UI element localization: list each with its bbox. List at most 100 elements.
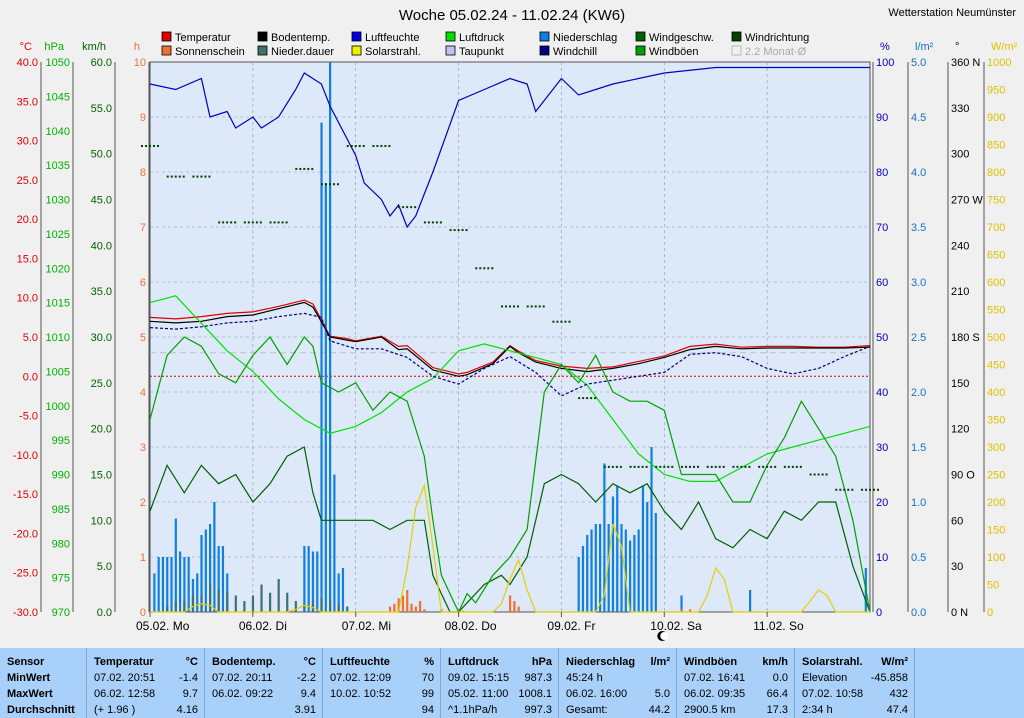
bar-niederdauer [174, 601, 177, 612]
cell-label: 2:34 h [802, 704, 833, 716]
axis-tick-label: 15.0 [17, 253, 38, 265]
series-solarstrahl [150, 483, 870, 613]
axis-tick-label: 995 [52, 435, 70, 447]
cell-label: 07.02. 20:11 [212, 672, 273, 684]
axis-tick-label: 8 [140, 167, 146, 179]
row-labels-column: Sensor MinWert MaxWert Durchschnitt [0, 648, 87, 718]
axis-tick-label: 180 S [951, 332, 980, 344]
axis-tick-label: 25.0 [17, 175, 38, 187]
axis-tick-label: 60.0 [91, 57, 112, 69]
point-windrichtung [333, 183, 335, 186]
axis-tick-label: 3.0 [911, 277, 926, 289]
bar-niederschlag [170, 557, 173, 612]
point-windrichtung [337, 183, 339, 186]
cell-label: 09.02. 15:15 [448, 672, 510, 684]
point-windrichtung [758, 465, 761, 468]
axis-tick-label: 750 [987, 195, 1005, 207]
point-windrichtung [406, 206, 409, 209]
point-windrichtung [149, 145, 151, 148]
cell-label: 2900.5 km [684, 704, 736, 716]
point-windrichtung [718, 465, 721, 468]
point-windrichtung [813, 473, 816, 476]
axis-tick-label: -30.0 [13, 607, 38, 619]
axis-tick-label: 985 [52, 504, 70, 516]
bar-sonnenschein [423, 609, 426, 612]
point-windrichtung [259, 221, 262, 224]
bar-niederschlag [311, 551, 315, 612]
bar-niederdauer [277, 579, 280, 612]
moon-phase-icon-highlight [660, 632, 669, 640]
point-windrichtung [603, 465, 606, 468]
bar-niederdauer [346, 606, 349, 612]
axis-tick-label: 250 [987, 470, 1005, 482]
point-windrichtung [740, 465, 743, 468]
cell-label: 05.02. 11:00 [448, 688, 509, 700]
point-windrichtung [423, 221, 426, 224]
axis-tick-label: 350 [987, 415, 1005, 427]
bar-niederschlag [166, 557, 169, 612]
axis-tick-label: 0.0 [23, 371, 38, 383]
point-windrichtung [607, 465, 610, 468]
point-windrichtung [783, 465, 786, 468]
axis-tick-label: 60 [876, 277, 888, 289]
point-windrichtung [277, 221, 280, 224]
column-unit: l/m² [650, 656, 670, 668]
axis-tick-label: 0 [987, 607, 993, 619]
axis-tick-label: 1010 [46, 332, 70, 344]
bar-niederschlag [586, 535, 589, 612]
point-windrichtung [226, 221, 229, 224]
point-windrichtung [517, 305, 519, 308]
cell-value: 5.0 [654, 688, 670, 700]
axis-tick-label: 4.5 [911, 112, 926, 124]
axis-tick-label: 40.0 [17, 57, 38, 69]
point-windrichtung [671, 465, 674, 468]
axis-tick-label: 800 [987, 167, 1005, 179]
cell-value: 1008.1 [518, 688, 552, 700]
cell-value: 17.3 [766, 704, 788, 716]
row-label-max: MaxWert [7, 688, 53, 700]
point-windrichtung [542, 305, 545, 308]
axis-unit-label: l/m² [915, 41, 934, 53]
point-windrichtung [251, 221, 254, 224]
cell-label: ^1.1hPa/h [448, 704, 498, 716]
point-windrichtung [710, 465, 713, 468]
point-windrichtung [556, 320, 559, 323]
bar-niederdauer [329, 601, 332, 612]
bar-niederschlag [174, 518, 177, 612]
point-windrichtung [817, 473, 820, 476]
series-windgeschw [149, 446, 871, 613]
point-windrichtung [491, 267, 494, 270]
axis-tick-label: 1045 [46, 91, 70, 103]
legend-swatch [351, 45, 362, 56]
bar-niederschlag [590, 529, 593, 612]
bar-niederschlag [187, 557, 190, 612]
cell-value: 99 [421, 688, 434, 700]
axis-tick-label: 10 [134, 57, 146, 69]
point-windrichtung [795, 465, 798, 468]
x-axis-labels: 05.02. Mo 06.02. Di 07.02. Mi 08.02. Do 09.0… [136, 612, 804, 641]
legend-label: Bodentemp. [271, 32, 330, 44]
point-windrichtung [255, 221, 258, 224]
bars [153, 62, 867, 612]
axis-tick-label: 30.0 [91, 332, 112, 344]
bar-sonnenschein [389, 606, 392, 612]
axis-tick-label: 15.0 [91, 470, 112, 482]
axis-tick-label: 1035 [46, 160, 70, 172]
axis-tick-label: 1005 [46, 366, 70, 378]
point-windrichtung [509, 305, 511, 308]
x-tick-label: 08.02. Do [445, 619, 497, 633]
point-windrichtung [182, 175, 185, 178]
bar-niederschlag [650, 447, 653, 612]
x-tick-label: 11.02. So [753, 619, 804, 633]
axis-tick-label: 0.0 [911, 607, 926, 619]
point-windrichtung [435, 221, 438, 224]
bar-niederschlag [646, 502, 649, 612]
bar-niederdauer [303, 603, 306, 612]
legend-swatch [161, 45, 172, 56]
axis-tick-label: 975 [52, 573, 70, 585]
point-windrichtung [192, 175, 195, 178]
bar-niederschlag [213, 502, 216, 612]
axis-tick-label: 50 [876, 332, 888, 344]
point-windrichtung [427, 221, 430, 224]
legend-label: Windböen [649, 46, 699, 58]
